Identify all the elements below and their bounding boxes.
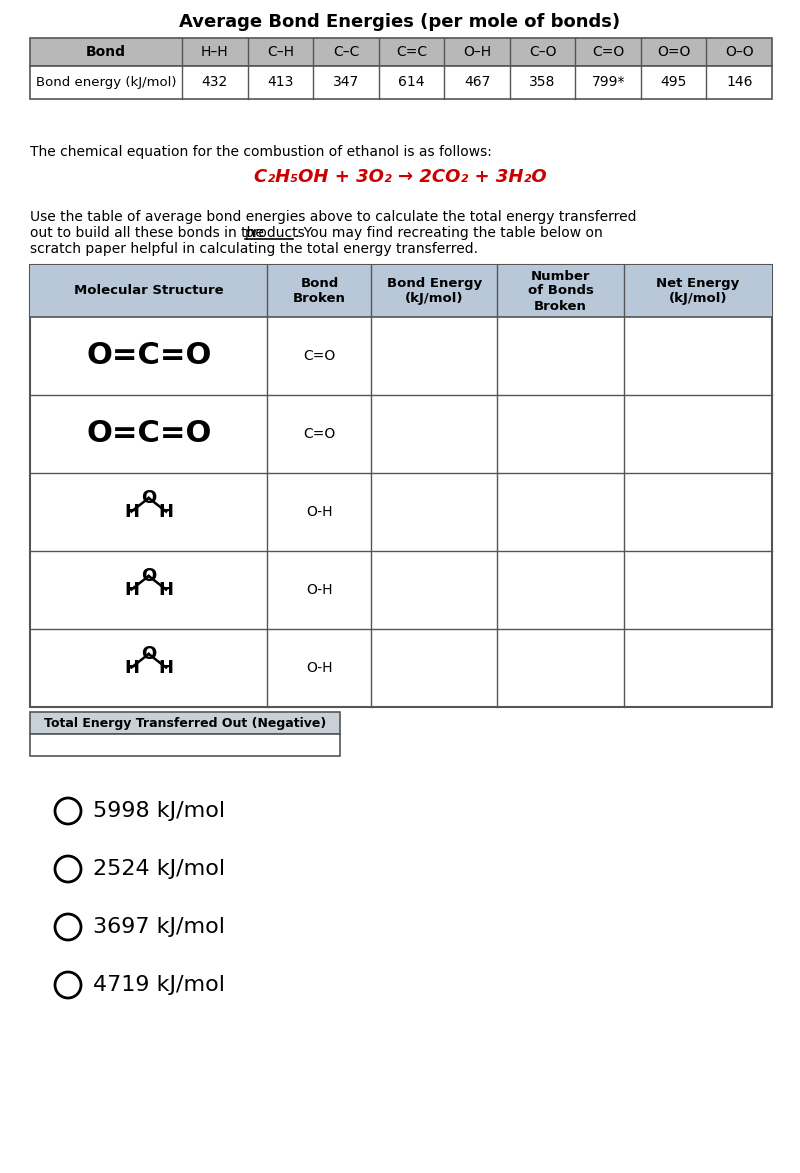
Bar	[30, 38, 772, 66]
Text: Average Bond Energies (per mole of bonds): Average Bond Energies (per mole of bonds…	[179, 13, 621, 30]
Text: O=O: O=O	[657, 45, 690, 59]
Text: Use the table of average bond energies above to calculate the total energy trans: Use the table of average bond energies a…	[30, 210, 637, 224]
Text: 2524 kJ/mol: 2524 kJ/mol	[93, 859, 225, 879]
Text: 347: 347	[333, 75, 359, 89]
Text: H: H	[124, 502, 139, 521]
Text: C=O: C=O	[303, 350, 335, 362]
Text: O-H: O-H	[306, 506, 333, 518]
Text: 3697 kJ/mol: 3697 kJ/mol	[93, 917, 225, 937]
Text: scratch paper helpful in calculating the total energy transferred.: scratch paper helpful in calculating the…	[30, 242, 478, 256]
Text: O–O: O–O	[725, 45, 754, 59]
Text: . You may find recreating the table below on: . You may find recreating the table belo…	[295, 226, 602, 240]
Text: 358: 358	[530, 75, 556, 89]
Bar	[30, 265, 772, 317]
Text: Total Energy Transferred Out (Negative): Total Energy Transferred Out (Negative)	[44, 717, 326, 730]
Text: H: H	[158, 658, 174, 677]
Text: O-H: O-H	[306, 583, 333, 597]
Text: Bond: Bond	[86, 45, 126, 59]
Text: 432: 432	[202, 75, 228, 89]
Text: out to build all these bonds in the: out to build all these bonds in the	[30, 226, 268, 240]
Text: C=O: C=O	[303, 427, 335, 441]
Text: Molecular Structure: Molecular Structure	[74, 285, 223, 298]
Text: 467: 467	[464, 75, 490, 89]
Text: 5998 kJ/mol: 5998 kJ/mol	[93, 801, 225, 821]
Text: Bond energy (kJ/mol): Bond energy (kJ/mol)	[36, 76, 176, 89]
Text: 146: 146	[726, 75, 753, 89]
Text: 495: 495	[661, 75, 687, 89]
Text: products: products	[245, 226, 306, 240]
Text: 4719 kJ/mol: 4719 kJ/mol	[93, 975, 225, 995]
Text: Number
of Bonds
Broken: Number of Bonds Broken	[527, 270, 594, 312]
Bar	[30, 712, 340, 734]
Text: H–H: H–H	[201, 45, 229, 59]
Text: O: O	[141, 645, 156, 663]
Text: 413: 413	[267, 75, 294, 89]
Text: O–H: O–H	[463, 45, 491, 59]
Text: O: O	[141, 489, 156, 507]
Text: 799*: 799*	[591, 75, 625, 89]
Text: C₂H₅OH + 3O₂ → 2CO₂ + 3H₂O: C₂H₅OH + 3O₂ → 2CO₂ + 3H₂O	[254, 168, 546, 187]
Text: H: H	[158, 502, 174, 521]
Text: Net Energy
(kJ/mol): Net Energy (kJ/mol)	[656, 277, 739, 305]
Text: The chemical equation for the combustion of ethanol is as follows:: The chemical equation for the combustion…	[30, 145, 492, 160]
Text: C=O: C=O	[592, 45, 624, 59]
Text: O=C=O: O=C=O	[86, 341, 211, 371]
Text: 614: 614	[398, 75, 425, 89]
Text: C–O: C–O	[529, 45, 556, 59]
Text: O-H: O-H	[306, 662, 333, 674]
Text: O: O	[141, 567, 156, 585]
Text: O=C=O: O=C=O	[86, 420, 211, 448]
Text: C–H: C–H	[267, 45, 294, 59]
Bar	[30, 734, 340, 757]
Text: H: H	[158, 581, 174, 598]
Text: H: H	[124, 581, 139, 598]
Text: C–C: C–C	[333, 45, 359, 59]
Text: Bond
Broken: Bond Broken	[293, 277, 346, 305]
Text: C=C: C=C	[396, 45, 427, 59]
Bar	[30, 265, 772, 707]
Bar	[30, 66, 772, 99]
Text: Bond Energy
(kJ/mol): Bond Energy (kJ/mol)	[387, 277, 482, 305]
Text: H: H	[124, 658, 139, 677]
